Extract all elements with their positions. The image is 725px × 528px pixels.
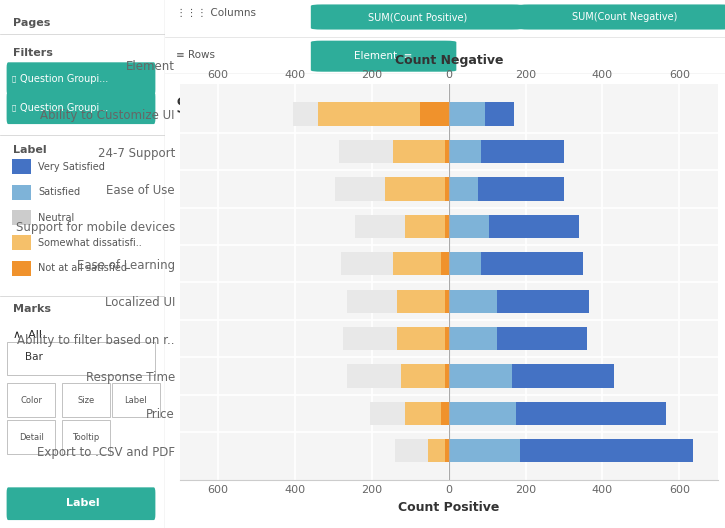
Text: Marks: Marks: [13, 304, 51, 314]
Bar: [401, 364, 445, 388]
Bar: [520, 439, 693, 463]
Text: 🔒: 🔒: [12, 105, 16, 111]
FancyBboxPatch shape: [7, 420, 55, 454]
Text: Sheet 10: Sheet 10: [176, 97, 276, 117]
X-axis label: Count Positive: Count Positive: [398, 501, 500, 514]
FancyBboxPatch shape: [7, 62, 155, 95]
Bar: [355, 215, 405, 238]
Text: Filters: Filters: [13, 48, 53, 58]
Bar: [343, 327, 397, 350]
Bar: [339, 140, 393, 163]
Bar: [449, 140, 481, 163]
Text: Element: Element: [125, 60, 175, 73]
FancyBboxPatch shape: [7, 383, 55, 417]
FancyBboxPatch shape: [62, 383, 110, 417]
Bar: [481, 252, 583, 276]
Bar: [347, 364, 401, 388]
Text: ≡ Rows: ≡ Rows: [176, 51, 215, 60]
FancyBboxPatch shape: [311, 4, 523, 30]
FancyBboxPatch shape: [12, 235, 31, 250]
Bar: [445, 140, 449, 163]
Bar: [445, 364, 449, 388]
FancyBboxPatch shape: [7, 487, 155, 520]
Bar: [445, 289, 449, 313]
FancyBboxPatch shape: [12, 185, 31, 200]
X-axis label: Count Negative: Count Negative: [394, 54, 503, 67]
Text: Neutral: Neutral: [38, 213, 74, 222]
Bar: [336, 177, 386, 201]
Bar: [485, 102, 514, 126]
Text: Tooltip: Tooltip: [72, 432, 99, 442]
Bar: [445, 215, 449, 238]
Text: ∧  All: ∧ All: [13, 330, 42, 340]
Text: Question Groupi...: Question Groupi...: [20, 103, 108, 112]
Bar: [497, 327, 587, 350]
Bar: [386, 177, 445, 201]
Text: Satisfied: Satisfied: [38, 187, 80, 197]
FancyBboxPatch shape: [12, 210, 31, 225]
Text: Somewhat dissatisfi..: Somewhat dissatisfi..: [38, 238, 142, 248]
Text: SUM(Count Negative): SUM(Count Negative): [571, 12, 677, 22]
Bar: [441, 402, 449, 425]
Bar: [516, 402, 666, 425]
Bar: [397, 327, 445, 350]
Bar: [512, 364, 614, 388]
Text: Very Satisfied: Very Satisfied: [38, 162, 105, 172]
Bar: [420, 102, 449, 126]
Bar: [441, 252, 449, 276]
FancyBboxPatch shape: [7, 342, 155, 375]
Text: SUM(Count Positive): SUM(Count Positive): [368, 12, 467, 22]
FancyBboxPatch shape: [518, 4, 725, 30]
Bar: [489, 215, 579, 238]
Text: ⋮⋮⋮ Columns: ⋮⋮⋮ Columns: [176, 8, 257, 18]
Bar: [478, 177, 564, 201]
Text: Bar: Bar: [25, 353, 43, 362]
Bar: [318, 102, 420, 126]
Text: Label: Label: [66, 498, 99, 508]
Text: Detail: Detail: [19, 432, 44, 442]
Text: Pages: Pages: [13, 18, 51, 29]
FancyBboxPatch shape: [311, 41, 456, 72]
Bar: [445, 177, 449, 201]
Text: Question Groupi...: Question Groupi...: [20, 74, 108, 83]
FancyBboxPatch shape: [12, 159, 31, 174]
Text: Element  ≡: Element ≡: [355, 51, 413, 61]
Bar: [347, 289, 397, 313]
Bar: [370, 402, 405, 425]
Bar: [449, 364, 512, 388]
Bar: [393, 252, 441, 276]
FancyBboxPatch shape: [7, 91, 155, 124]
Bar: [449, 402, 516, 425]
Text: Label: Label: [13, 145, 47, 155]
Text: Color: Color: [20, 395, 42, 405]
Bar: [445, 439, 449, 463]
FancyBboxPatch shape: [12, 261, 31, 276]
Text: Size: Size: [78, 395, 94, 405]
Bar: [395, 439, 428, 463]
Bar: [449, 327, 497, 350]
Bar: [497, 289, 589, 313]
Bar: [449, 102, 485, 126]
Bar: [449, 215, 489, 238]
Bar: [341, 252, 393, 276]
Bar: [428, 439, 445, 463]
Bar: [449, 177, 478, 201]
Bar: [405, 215, 445, 238]
Bar: [449, 252, 481, 276]
Text: Label: Label: [124, 395, 147, 405]
Bar: [449, 289, 497, 313]
Bar: [405, 402, 441, 425]
FancyBboxPatch shape: [112, 383, 160, 417]
Bar: [397, 289, 445, 313]
Bar: [449, 439, 520, 463]
Text: 🔒: 🔒: [12, 76, 16, 82]
Text: Not at all satisfied: Not at all satisfied: [38, 263, 127, 273]
Bar: [481, 140, 564, 163]
Bar: [445, 327, 449, 350]
Bar: [293, 102, 318, 126]
Bar: [393, 140, 445, 163]
FancyBboxPatch shape: [62, 420, 110, 454]
